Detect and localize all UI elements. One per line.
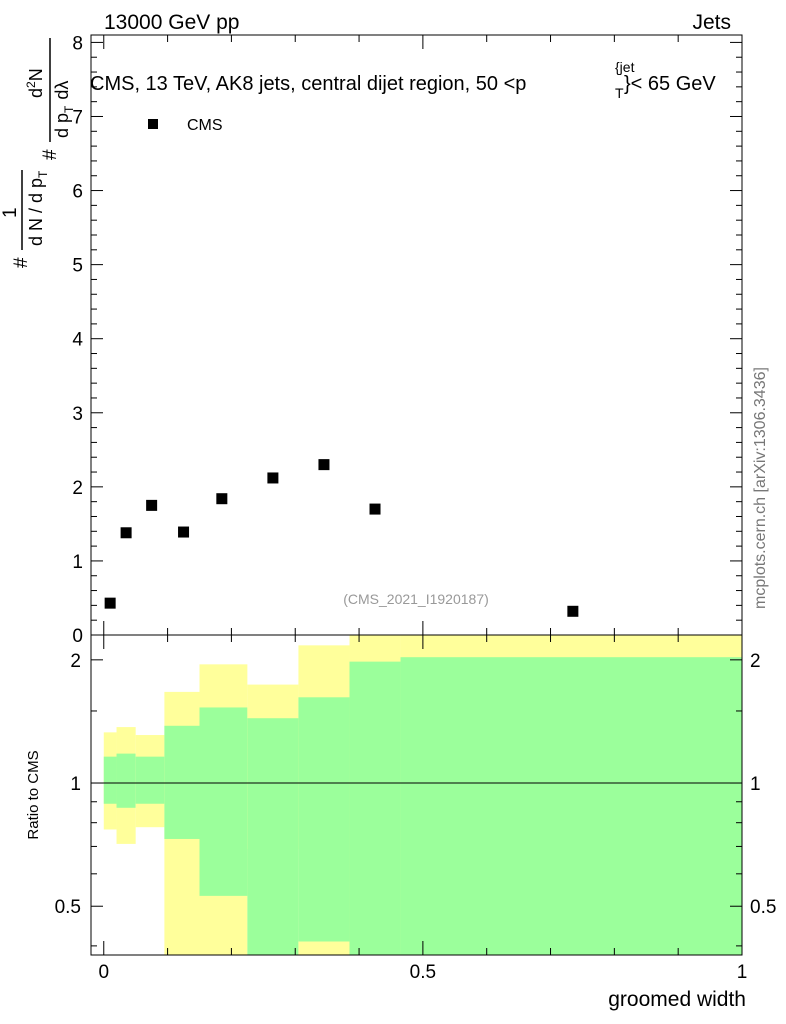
data-point: [369, 503, 381, 515]
stat-uncertainty-band: [135, 756, 165, 804]
main-y-tick-label: 6: [72, 182, 83, 203]
ylabel-den2: d pTdλ: [52, 81, 76, 138]
stat-uncertainty-band: [349, 661, 401, 955]
ratio-y-tick-label-right: 2: [750, 651, 761, 672]
main-y-tick-label: 7: [72, 107, 83, 128]
ylabel-den: d N / d pT: [26, 170, 50, 246]
data-point: [267, 472, 279, 484]
data-point: [120, 527, 132, 539]
plot-title-sup: {jet: [615, 59, 635, 75]
ratio-y-axis: 0.5 0.5 1 1 2 2: [55, 651, 776, 947]
ylabel-hash-1: #: [11, 257, 32, 268]
data-point: [178, 526, 190, 538]
data-point: [104, 597, 116, 609]
plot-title: CMS, 13 TeV, AK8 jets, central dijet reg…: [90, 73, 526, 95]
ratio-y-tick-label: 0.5: [55, 897, 81, 918]
main-y-tick-label: 4: [72, 330, 83, 351]
ylabel-num: d2N: [24, 68, 46, 98]
data-point: [216, 493, 228, 505]
main-y-tick-label: 3: [72, 404, 83, 425]
ratio-x-tick-label: 0.5: [410, 962, 436, 983]
header-right: Jets: [692, 11, 731, 34]
data-point: [567, 605, 579, 617]
ylabel-one: 1: [0, 207, 21, 218]
stat-uncertainty-band: [103, 756, 117, 804]
main-y-axis: 0 1 2 3 4 5 6 7 8: [72, 33, 743, 647]
stat-uncertainty-band: [298, 697, 350, 942]
stat-uncertainty-band: [199, 707, 248, 896]
plot-title-sub: T: [615, 85, 624, 101]
ratio-x-axis: 0 0.5 1: [98, 635, 747, 983]
main-y-tick-label: 2: [72, 478, 83, 499]
main-y-axis-label: # 1 d N / d pT # d2N d pTdλ: [0, 38, 76, 268]
ratio-x-tick-label: 1: [737, 962, 748, 983]
plot-title-prefix: CMS, 13 TeV, AK8 jets, central dijet reg…: [90, 73, 526, 95]
header-left: 13000 GeV pp: [104, 11, 239, 34]
side-label: mcplots.cern.ch [arXiv:1306.3436]: [752, 367, 769, 609]
ratio-plot-frame: [90, 634, 743, 956]
ratio-bands: [103, 635, 742, 955]
ratio-y-axis-label: Ratio to CMS: [25, 750, 42, 839]
main-y-tick-label: 8: [72, 33, 83, 54]
ratio-x-tick-label: 0: [98, 962, 109, 983]
x-axis-label: groomed width: [608, 988, 746, 1011]
ratio-y-tick-label-right: 1: [750, 774, 761, 795]
data-point: [318, 459, 330, 471]
main-y-tick-label: 0: [72, 626, 83, 647]
stat-uncertainty-band: [116, 753, 136, 808]
main-y-tick-label: 5: [72, 256, 83, 277]
ratio-y-tick-label: 1: [70, 774, 81, 795]
main-y-tick-label: 1: [72, 552, 83, 573]
ratio-y-tick-label: 2: [70, 651, 81, 672]
ratio-y-tick-label-right: 0.5: [750, 897, 776, 918]
main-data-points: [104, 459, 579, 617]
data-point: [146, 499, 158, 511]
analysis-label: (CMS_2021_I1920187): [343, 591, 489, 607]
legend-label: CMS: [187, 117, 223, 134]
stat-uncertainty-band: [400, 657, 742, 955]
stat-uncertainty-band: [164, 725, 200, 839]
ylabel-hash-2: #: [40, 149, 61, 160]
plot-title-suffix: }< 65 GeV: [624, 73, 716, 95]
stat-uncertainty-band: [247, 718, 299, 955]
legend-marker: [148, 119, 158, 129]
